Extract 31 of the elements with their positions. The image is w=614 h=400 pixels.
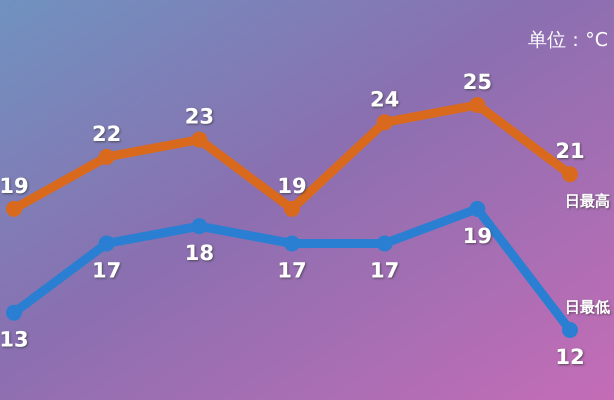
data-label: 21 [555, 139, 585, 164]
point [191, 218, 208, 234]
point [284, 200, 300, 217]
data-label: 25 [462, 70, 492, 94]
data-label: 19 [0, 174, 29, 198]
point [6, 304, 22, 321]
point [191, 132, 208, 148]
data-label: 24 [370, 87, 400, 112]
point [469, 97, 486, 113]
data-label: 19 [277, 174, 307, 198]
data-label: 13 [0, 328, 29, 352]
data-label: 23 [184, 104, 214, 129]
point [98, 148, 115, 165]
point [376, 114, 393, 130]
series-label: 日最低 [565, 298, 610, 316]
point [469, 200, 486, 217]
point [284, 235, 300, 252]
point [98, 235, 115, 252]
point [562, 322, 578, 338]
data-label: 17 [92, 258, 122, 282]
data-label: 22 [92, 122, 122, 146]
data-label: 17 [277, 258, 307, 282]
point [6, 200, 22, 217]
point [562, 166, 578, 182]
data-label: 18 [184, 241, 214, 266]
data-label: 17 [370, 258, 400, 282]
point [376, 235, 393, 252]
data-label: 12 [555, 345, 585, 369]
series-label: 日最高 [565, 192, 610, 210]
text: 单位：°C [528, 29, 608, 51]
data-label: 19 [462, 224, 492, 248]
